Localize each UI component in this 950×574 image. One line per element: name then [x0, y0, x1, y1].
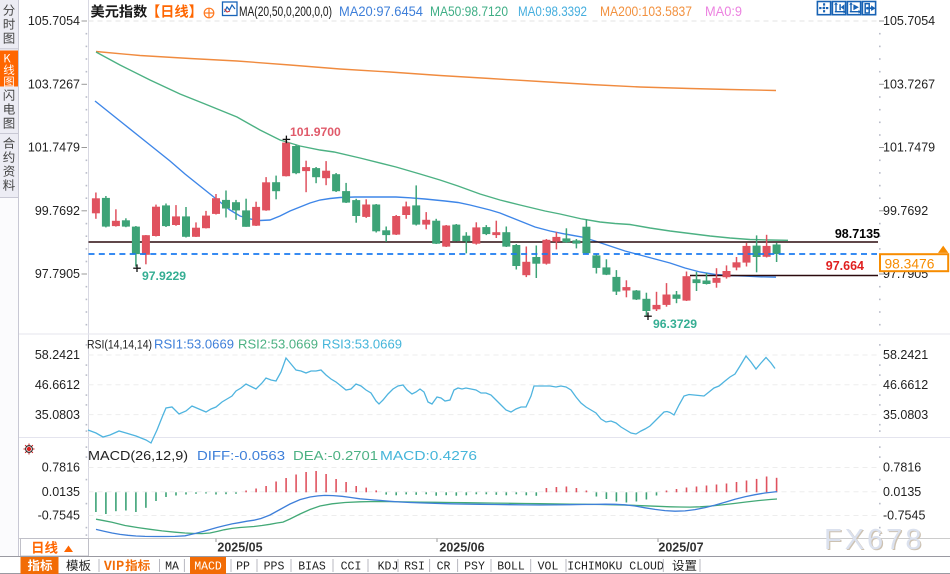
svg-text:99.7692: 99.7692	[883, 204, 928, 218]
svg-text:46.6612: 46.6612	[883, 378, 928, 392]
svg-text:105.7054: 105.7054	[28, 14, 80, 28]
svg-text:46.6612: 46.6612	[35, 378, 80, 392]
svg-text:0.7816: 0.7816	[883, 461, 921, 475]
svg-text:98.3476: 98.3476	[885, 256, 935, 271]
svg-text:-0.7545: -0.7545	[38, 509, 80, 523]
svg-text:MA0:98.3392: MA0:98.3392	[518, 4, 587, 19]
svg-text:2025/07: 2025/07	[658, 541, 703, 555]
svg-text:RSI1:53.0669: RSI1:53.0669	[154, 338, 234, 352]
svg-text:58.2421: 58.2421	[35, 348, 80, 362]
svg-text:CR: CR	[437, 561, 451, 574]
svg-text:101.9700: 101.9700	[290, 125, 341, 139]
svg-text:DIFF:-0.0563: DIFF:-0.0563	[197, 449, 285, 463]
svg-text:99.7692: 99.7692	[35, 204, 80, 218]
svg-text:VOL: VOL	[538, 561, 559, 574]
svg-text:101.7479: 101.7479	[883, 141, 935, 155]
svg-text:PP: PP	[236, 561, 250, 574]
svg-text:RSI: RSI	[404, 561, 425, 574]
svg-text:0.0135: 0.0135	[42, 485, 80, 499]
svg-text:35.0803: 35.0803	[883, 408, 928, 422]
svg-text:MA20:97.6454: MA20:97.6454	[339, 4, 423, 19]
svg-text:35.0803: 35.0803	[35, 408, 80, 422]
svg-text:101.7479: 101.7479	[28, 141, 80, 155]
svg-text:96.3729: 96.3729	[653, 317, 697, 331]
svg-text:103.7267: 103.7267	[28, 78, 80, 92]
svg-text:RSI3:53.0669: RSI3:53.0669	[322, 338, 402, 352]
svg-text:KDJ: KDJ	[378, 561, 399, 574]
svg-text:98.7135: 98.7135	[835, 227, 880, 241]
svg-text:97.9229: 97.9229	[142, 269, 186, 283]
svg-text:MACD: MACD	[194, 561, 222, 574]
svg-text:103.7267: 103.7267	[883, 78, 935, 92]
svg-text:58.2421: 58.2421	[883, 348, 928, 362]
svg-text:MA200:103.5837: MA200:103.5837	[600, 4, 692, 19]
svg-text:PSY: PSY	[464, 561, 485, 574]
svg-text:CCI: CCI	[341, 561, 362, 574]
svg-text:MACD:0.4276: MACD:0.4276	[380, 449, 477, 463]
svg-text:MA: MA	[165, 561, 179, 574]
svg-text:DEA:-0.2701: DEA:-0.2701	[293, 449, 378, 463]
svg-text:FX678: FX678	[825, 525, 925, 557]
svg-text:RSI(14,14,14): RSI(14,14,14)	[87, 338, 152, 352]
svg-text:97.664: 97.664	[826, 259, 864, 273]
svg-text:RSI2:53.0669: RSI2:53.0669	[238, 338, 318, 352]
svg-text:FX678: FX678	[824, 524, 924, 556]
svg-text:MA(20,50,0,200,0,0): MA(20,50,0,200,0,0)	[239, 4, 332, 19]
svg-text:-0.7545: -0.7545	[883, 509, 925, 523]
svg-text:2025/05: 2025/05	[217, 541, 262, 555]
svg-text:MA0:9: MA0:9	[705, 4, 742, 19]
svg-text:0.7816: 0.7816	[42, 461, 80, 475]
svg-text:BIAS: BIAS	[298, 561, 326, 574]
svg-text:MACD(26,12,9): MACD(26,12,9)	[88, 449, 188, 463]
svg-text:97.7905: 97.7905	[35, 267, 80, 281]
svg-text:ICHIMOKU CLOUD: ICHIMOKU CLOUD	[567, 561, 664, 574]
svg-text:PPS: PPS	[264, 561, 285, 574]
svg-text:MA50:98.7120: MA50:98.7120	[430, 4, 508, 19]
svg-text:BOLL: BOLL	[497, 561, 525, 574]
svg-text:0.0135: 0.0135	[883, 485, 921, 499]
svg-text:105.7054: 105.7054	[883, 14, 935, 28]
svg-text:2025/06: 2025/06	[439, 541, 484, 555]
